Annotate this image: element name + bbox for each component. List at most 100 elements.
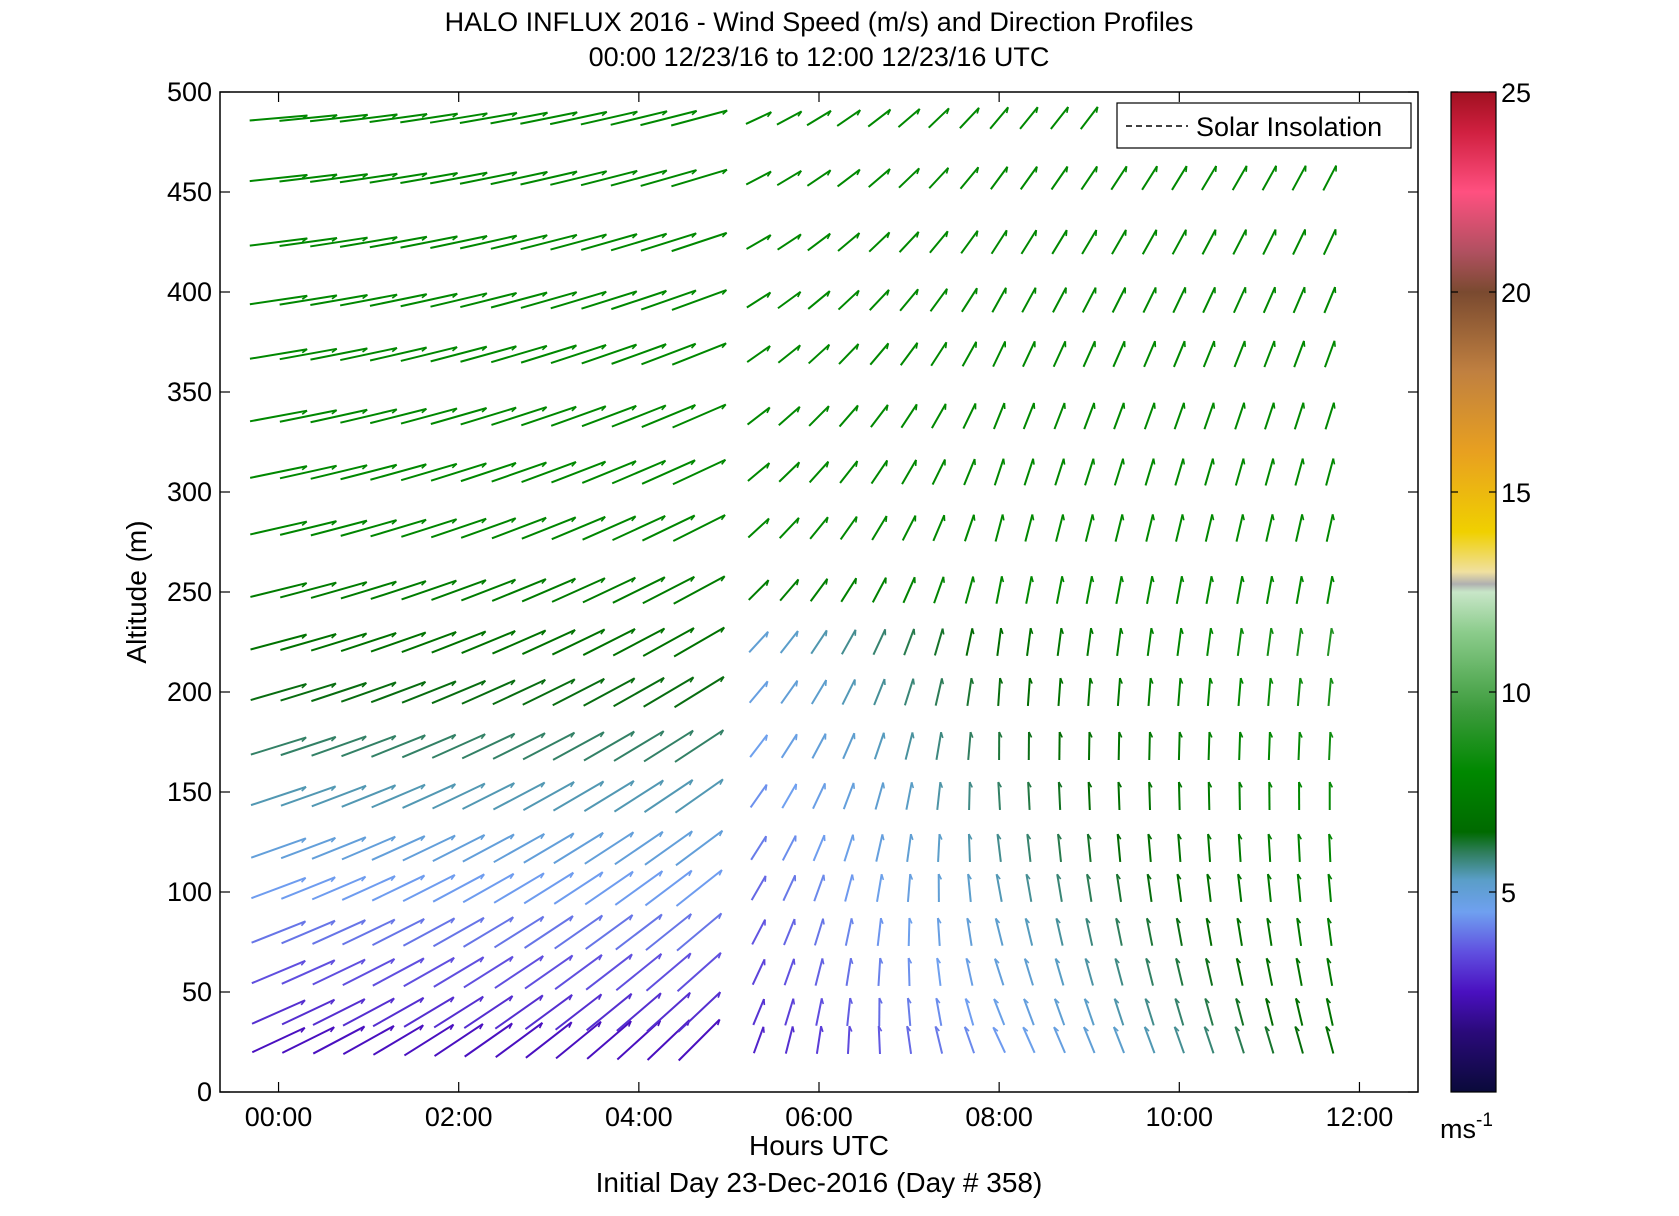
wind-vector — [463, 955, 514, 989]
wind-vector — [1323, 286, 1337, 314]
wind-vector-head — [1300, 576, 1304, 583]
wind-vector-head — [630, 577, 636, 583]
wind-vector — [1171, 165, 1188, 191]
wind-vector-head — [360, 959, 366, 965]
wind-vector-head — [301, 520, 308, 526]
wind-vector-head — [331, 633, 337, 639]
wind-vector-head — [1235, 997, 1241, 1004]
wind-vector-head — [1265, 957, 1271, 964]
wind-vector-head — [301, 633, 308, 640]
wind-vector — [1026, 627, 1032, 657]
wind-vector — [1234, 1026, 1245, 1054]
wind-vector-head — [301, 174, 308, 179]
wind-vector-head — [420, 631, 427, 638]
wind-vector — [281, 919, 336, 945]
wind-vector-head — [1295, 957, 1301, 964]
wind-vector — [521, 461, 577, 483]
wind-vector — [431, 630, 487, 654]
wind-vector — [1293, 402, 1305, 430]
wind-vector-head — [1095, 166, 1098, 173]
wind-vector-head — [1024, 917, 1031, 924]
wind-vector — [748, 680, 769, 704]
wind-vector-head — [330, 920, 336, 926]
wind-vector-head — [939, 781, 944, 789]
wind-vector-head — [421, 463, 427, 469]
wind-vector — [1266, 873, 1272, 903]
wind-vector-head — [1095, 229, 1098, 237]
wind-vector-head — [541, 629, 547, 636]
wind-vector-head — [852, 834, 855, 841]
wind-vector-head — [1146, 873, 1152, 880]
wind-vector-head — [628, 993, 633, 1000]
wind-vector — [612, 576, 666, 604]
wind-vector — [1115, 918, 1123, 946]
wind-vector-head — [1090, 627, 1094, 635]
wind-vector — [370, 518, 427, 538]
wind-vector — [907, 957, 911, 987]
wind-vector — [1019, 166, 1038, 190]
wind-vector-head — [1028, 731, 1033, 738]
wind-vector — [339, 113, 398, 123]
wind-vector-head — [598, 993, 603, 1000]
wind-vector — [962, 402, 977, 430]
y-tick-label: 300 — [167, 477, 212, 507]
wind-vector-head — [1333, 340, 1336, 347]
wind-vector — [493, 915, 545, 949]
wind-vector — [310, 632, 367, 652]
wind-vector — [490, 170, 548, 186]
wind-vector — [782, 874, 797, 902]
wind-vector — [750, 875, 767, 901]
wind-vector — [463, 916, 514, 948]
wind-vector — [1084, 958, 1094, 986]
wind-vector — [1055, 576, 1064, 604]
wind-vector — [903, 628, 915, 656]
wind-vector — [990, 229, 1008, 255]
wind-vector-head — [1212, 402, 1216, 409]
wind-vector-head — [882, 782, 885, 789]
wind-vector-head — [511, 292, 518, 298]
wind-vector — [401, 733, 457, 759]
wind-vector-head — [1031, 514, 1035, 521]
wind-vector — [372, 917, 425, 947]
wind-vector — [1265, 514, 1274, 542]
wind-vector — [1054, 458, 1065, 486]
wind-vector — [1324, 402, 1335, 430]
wind-vector — [1143, 340, 1156, 368]
wind-vector — [807, 290, 831, 310]
wind-vector-head — [1029, 677, 1033, 684]
wind-vector — [839, 460, 859, 484]
wind-vector — [1141, 229, 1158, 255]
wind-vector-head — [764, 784, 768, 791]
wind-vector-head — [421, 519, 427, 525]
wind-vector — [613, 779, 664, 813]
wind-vector-head — [1001, 514, 1005, 521]
wind-vector — [460, 517, 517, 539]
wind-vector — [494, 955, 544, 989]
legend-box: Solar Insolation — [1116, 102, 1412, 149]
wind-vector-head — [511, 406, 517, 413]
wind-vector-head — [390, 784, 397, 791]
wind-vector — [401, 579, 457, 601]
wind-vector-head — [568, 994, 573, 1001]
wind-vector — [642, 514, 696, 542]
wind-vector — [492, 732, 546, 760]
wind-vector — [1328, 833, 1332, 863]
wind-vector-head — [1270, 627, 1274, 635]
wind-vector — [992, 1026, 1006, 1054]
wind-vector-head — [1120, 627, 1124, 635]
wind-vector-head — [1174, 998, 1180, 1004]
wind-vector-head — [1208, 731, 1213, 738]
wind-vector-head — [419, 918, 425, 925]
wind-vector-head — [1236, 957, 1242, 964]
wind-vector-head — [970, 677, 975, 685]
wind-vector — [1172, 286, 1187, 314]
wind-vector-head — [718, 913, 723, 920]
wind-vector-head — [1297, 873, 1302, 880]
wind-vector-head — [720, 575, 726, 582]
wind-vector-head — [568, 1021, 573, 1028]
y-tick-label: 500 — [167, 77, 212, 107]
wind-vector-head — [391, 681, 397, 688]
wind-vector-head — [421, 346, 428, 352]
y-tick-label: 50 — [182, 977, 212, 1007]
wind-vector-head — [1242, 514, 1245, 521]
